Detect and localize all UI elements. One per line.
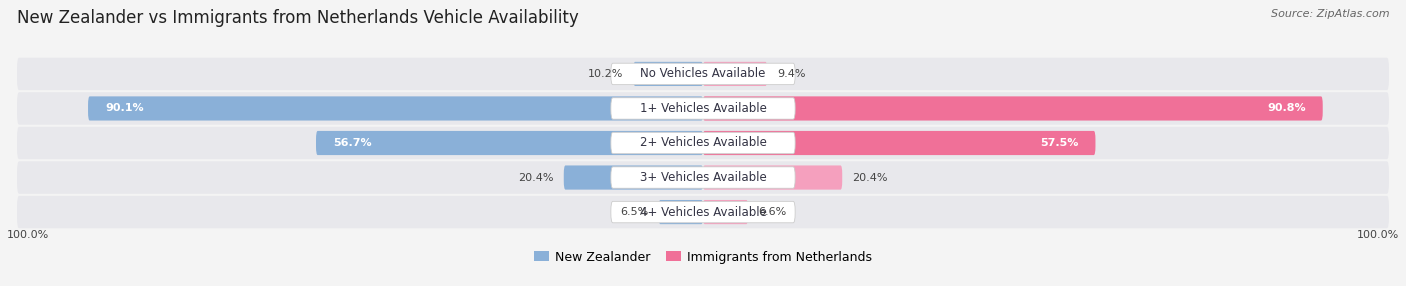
Text: 90.8%: 90.8% — [1267, 104, 1306, 114]
FancyBboxPatch shape — [610, 98, 796, 119]
FancyBboxPatch shape — [17, 161, 1389, 194]
Text: 57.5%: 57.5% — [1040, 138, 1078, 148]
Text: 10.2%: 10.2% — [588, 69, 623, 79]
FancyBboxPatch shape — [610, 132, 796, 154]
FancyBboxPatch shape — [703, 62, 768, 86]
Text: 4+ Vehicles Available: 4+ Vehicles Available — [640, 206, 766, 219]
Text: 1+ Vehicles Available: 1+ Vehicles Available — [640, 102, 766, 115]
Text: 6.6%: 6.6% — [758, 207, 786, 217]
Text: 2+ Vehicles Available: 2+ Vehicles Available — [640, 136, 766, 150]
FancyBboxPatch shape — [703, 165, 842, 190]
Legend: New Zealander, Immigrants from Netherlands: New Zealander, Immigrants from Netherlan… — [529, 246, 877, 269]
FancyBboxPatch shape — [17, 92, 1389, 125]
Text: 90.1%: 90.1% — [105, 104, 143, 114]
Text: 100.0%: 100.0% — [7, 230, 49, 239]
Text: 20.4%: 20.4% — [517, 172, 554, 182]
FancyBboxPatch shape — [703, 131, 1095, 155]
FancyBboxPatch shape — [17, 58, 1389, 90]
FancyBboxPatch shape — [564, 165, 703, 190]
FancyBboxPatch shape — [89, 96, 703, 121]
FancyBboxPatch shape — [610, 167, 796, 188]
FancyBboxPatch shape — [17, 196, 1389, 228]
FancyBboxPatch shape — [610, 201, 796, 223]
FancyBboxPatch shape — [703, 96, 1323, 121]
Text: 20.4%: 20.4% — [852, 172, 889, 182]
Text: 9.4%: 9.4% — [778, 69, 806, 79]
FancyBboxPatch shape — [703, 200, 748, 224]
Text: Source: ZipAtlas.com: Source: ZipAtlas.com — [1271, 9, 1389, 19]
FancyBboxPatch shape — [658, 200, 703, 224]
Text: 100.0%: 100.0% — [1357, 230, 1399, 239]
FancyBboxPatch shape — [17, 127, 1389, 159]
FancyBboxPatch shape — [610, 63, 796, 85]
Text: 6.5%: 6.5% — [620, 207, 648, 217]
FancyBboxPatch shape — [316, 131, 703, 155]
Text: No Vehicles Available: No Vehicles Available — [640, 67, 766, 80]
Text: 3+ Vehicles Available: 3+ Vehicles Available — [640, 171, 766, 184]
FancyBboxPatch shape — [633, 62, 703, 86]
Text: 56.7%: 56.7% — [333, 138, 371, 148]
Text: New Zealander vs Immigrants from Netherlands Vehicle Availability: New Zealander vs Immigrants from Netherl… — [17, 9, 579, 27]
